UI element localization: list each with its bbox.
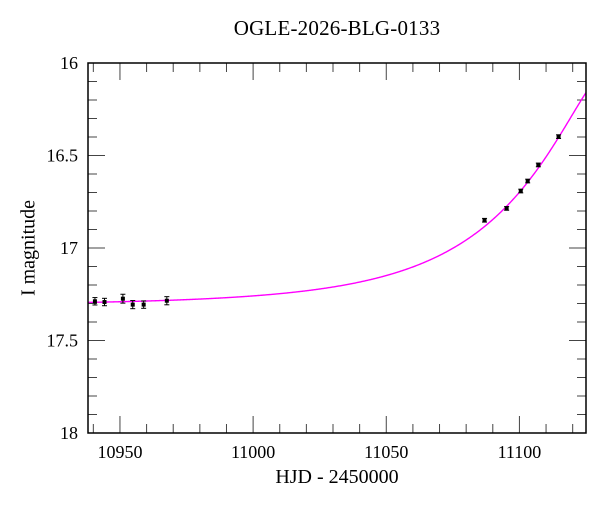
- model-curve: [87, 92, 587, 304]
- y-tick-label: 17: [60, 238, 78, 258]
- chart-title: OGLE-2026-BLG-0133: [233, 16, 441, 40]
- data-point-marker: [482, 218, 487, 223]
- data-point-marker: [518, 189, 523, 194]
- y-tick-label: 18: [60, 423, 78, 443]
- data-point-marker: [525, 179, 530, 184]
- data-point-marker: [536, 162, 541, 167]
- x-tick-label: 11100: [498, 442, 542, 462]
- x-tick-label: 10950: [97, 442, 142, 462]
- data-point-marker: [141, 302, 146, 307]
- data-point-marker: [120, 296, 125, 301]
- data-point-marker: [556, 134, 561, 139]
- data-point-marker: [92, 299, 97, 304]
- y-tick-label: 16.5: [47, 146, 79, 166]
- plot-frame: [87, 62, 587, 434]
- data-point-marker: [164, 298, 169, 303]
- y-tick-label: 16: [60, 53, 78, 73]
- x-tick-label: 11050: [364, 442, 408, 462]
- data-point-marker: [102, 300, 107, 305]
- x-axis-label: HJD - 2450000: [275, 466, 399, 488]
- data-point-marker: [130, 302, 135, 307]
- y-tick-label: 17.5: [47, 331, 79, 351]
- x-tick-label: 11000: [231, 442, 275, 462]
- data-point-marker: [504, 206, 509, 211]
